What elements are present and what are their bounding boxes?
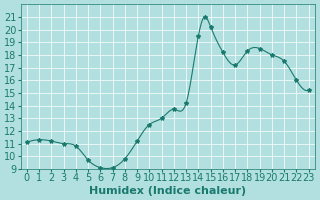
X-axis label: Humidex (Indice chaleur): Humidex (Indice chaleur) [89,186,246,196]
